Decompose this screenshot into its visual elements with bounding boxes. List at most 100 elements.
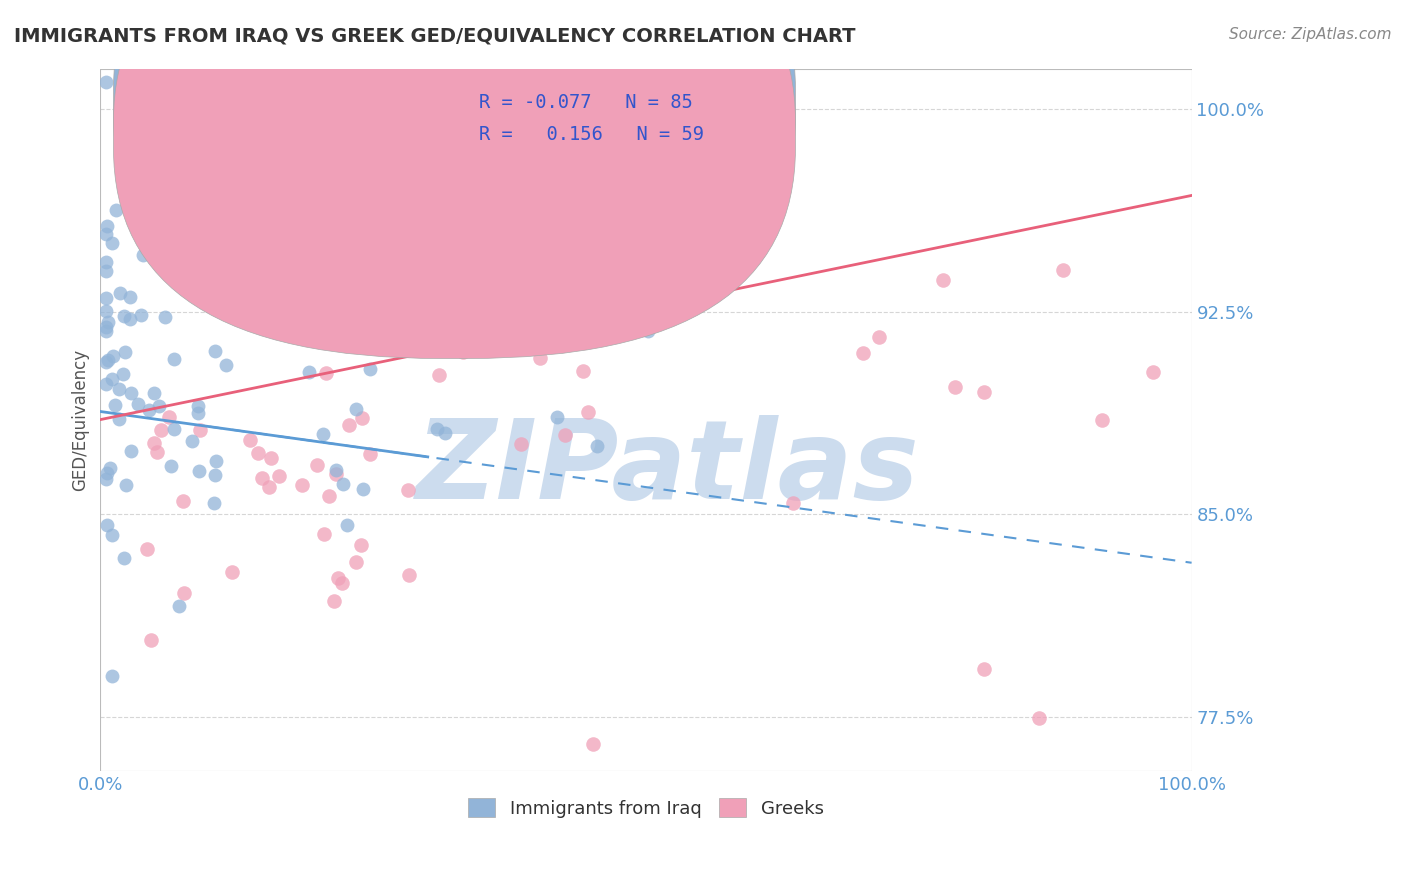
Point [143,436,166,450]
Point [94,319,117,334]
Point [101,349,124,363]
Point [359,362,381,376]
Point [96,264,118,278]
Point [94,291,117,305]
Point [318,489,340,503]
Point [257,480,280,494]
Point [118,181,141,195]
Legend: Immigrants from Iraq, Greeks: Immigrants from Iraq, Greeks [461,791,831,825]
Point [112,550,135,565]
Point [444,315,467,329]
Point [426,422,449,436]
Point [155,255,177,269]
Point [181,434,204,449]
Point [247,446,270,460]
Point [314,526,336,541]
Point [120,385,142,400]
Point [586,439,609,453]
Text: R = -0.077   N = 85: R = -0.077 N = 85 [479,94,693,112]
Point [110,286,132,301]
Point [352,482,374,496]
Point [973,385,995,400]
Point [111,368,134,382]
Point [94,355,117,369]
Point [173,586,195,600]
Point [350,538,373,552]
Point [132,248,155,262]
Point [239,433,262,447]
Point [108,412,131,426]
Point [204,468,226,483]
Point [101,236,124,251]
Point [104,203,127,218]
Point [602,317,624,331]
Point [187,243,209,257]
Point [163,422,186,436]
Point [307,259,329,273]
Point [637,324,659,338]
Point [260,451,283,466]
Point [146,445,169,459]
Point [174,183,197,197]
Point [453,345,475,359]
Point [135,541,157,556]
Point [187,464,209,478]
Point [225,265,247,279]
Point [100,528,122,542]
Point [112,309,135,323]
FancyBboxPatch shape [114,0,796,359]
Point [97,353,120,368]
Point [120,290,142,304]
Point [325,462,347,476]
Point [188,423,211,437]
Point [429,368,451,383]
Point [94,324,117,338]
Point [433,426,456,441]
Point [101,669,124,683]
Point [94,75,117,89]
Point [167,599,190,613]
Point [398,568,420,582]
Point [229,257,252,271]
Point [215,359,238,373]
FancyBboxPatch shape [114,0,796,327]
Point [94,303,117,318]
Point [114,345,136,359]
Point [145,143,167,157]
Point [200,201,222,215]
Point [96,219,118,233]
Point [120,444,142,458]
Point [546,409,568,424]
Point [94,255,117,269]
Point [325,467,347,481]
Point [172,493,194,508]
Point [336,518,359,533]
Point [221,565,243,579]
Point [204,343,226,358]
Point [943,379,966,393]
Point [332,476,354,491]
Point [96,518,118,533]
Point [326,571,349,585]
FancyBboxPatch shape [416,76,695,163]
Point [96,467,118,481]
Point [509,437,531,451]
Point [312,427,335,442]
Point [127,397,149,411]
Point [396,483,419,497]
Point [226,204,249,219]
Point [125,178,148,192]
Point [108,382,131,396]
Point [337,417,360,432]
Point [160,459,183,474]
Point [148,400,170,414]
Point [120,166,142,180]
Point [519,303,541,318]
Point [319,199,342,213]
Point [153,310,176,325]
Point [344,555,367,569]
Point [187,400,209,414]
Point [100,372,122,386]
Point [269,469,291,483]
Point [291,478,314,492]
